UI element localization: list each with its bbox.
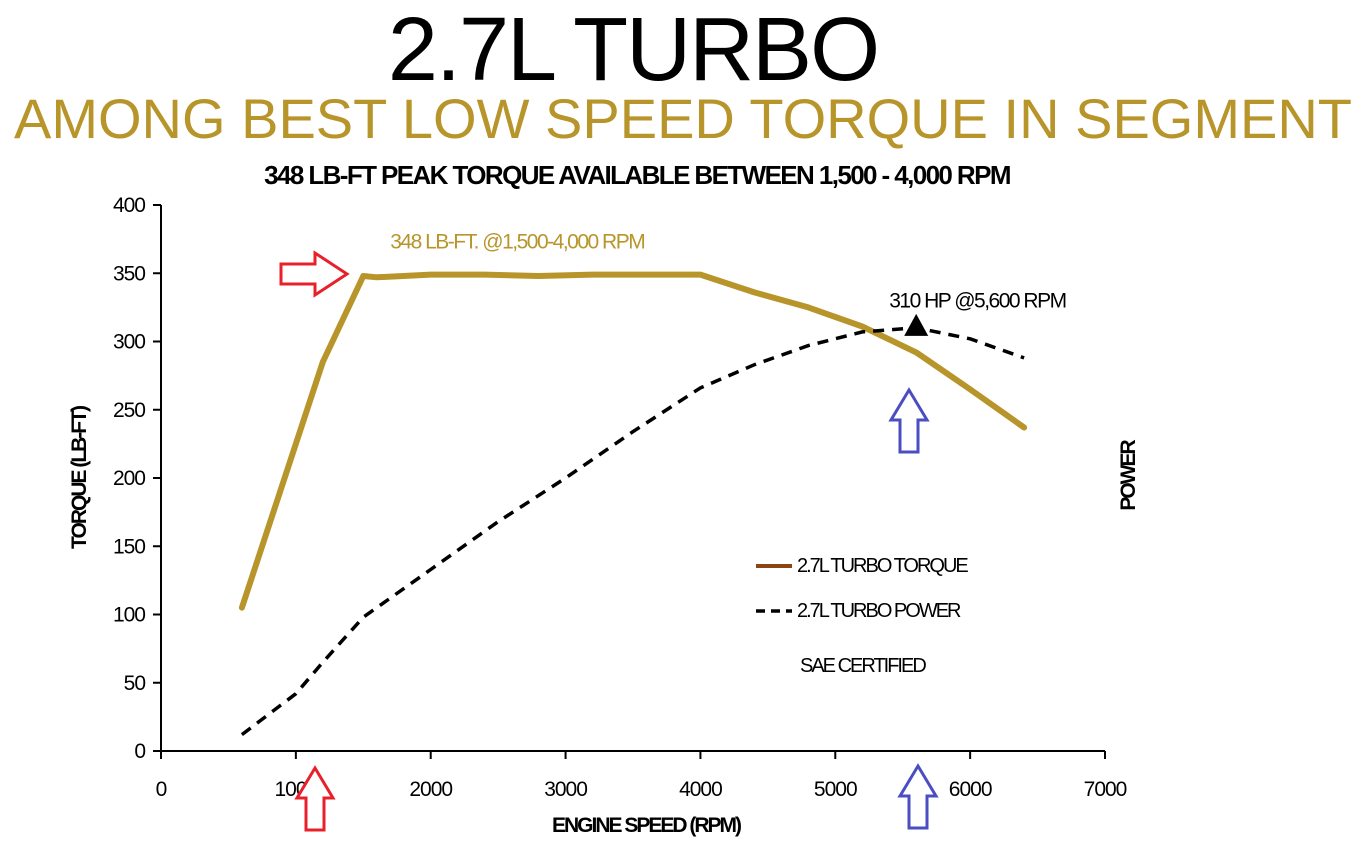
y-tick-label: 250: [113, 399, 145, 422]
y-tick-label: 400: [113, 194, 145, 217]
chart-axes: 0 1000 2000 3000 4000 5000 6000 700005010015020…: [68, 194, 1140, 837]
legend-power-label: 2.7L TURBO POWER: [797, 600, 961, 622]
red-arrow-low-rpm-icon: [294, 765, 336, 832]
y-tick-label: 100: [113, 604, 145, 627]
power-series-line: [240, 326, 1025, 736]
blue-arrow-peak-power-icon: [888, 387, 930, 454]
x-tick-label: 5000: [814, 778, 857, 801]
torque-series-line: [238, 271, 1028, 611]
sae-certified-note: SAE CERTIFIED: [800, 655, 926, 677]
y-tick-label: 0: [134, 740, 145, 763]
chart-heading: 348 LB-FT PEAK TORQUE AVAILABLE BETWEEN …: [264, 160, 1011, 190]
torque-peak-annotation: 348 LB-FT. @1,500-4,000 RPM: [390, 231, 644, 254]
x-tick-label: 4000: [679, 778, 722, 801]
blue-arrow-high-rpm-icon: [897, 763, 939, 830]
peak-power-marker: [904, 313, 929, 336]
y-tick-label: 200: [113, 467, 145, 490]
x-tick-label: 2000: [409, 778, 452, 801]
y-tick-label: 150: [113, 535, 145, 558]
page-subtitle: AMONG BEST LOW SPEED TORQUE IN SEGMENT: [13, 87, 1352, 150]
y-tick-label: 350: [113, 262, 145, 285]
x-tick-label: 6000: [949, 778, 992, 801]
y2-axis-label: POWER: [1117, 440, 1140, 511]
x-tick-label: 3000: [544, 778, 587, 801]
y-tick-label: 300: [113, 331, 145, 354]
y-axis-label: TORQUE (LB-FT): [68, 406, 91, 549]
x-tick-label: 0: [156, 778, 167, 801]
page-title: 2.7L TURBO: [387, 0, 880, 100]
chart-overlay: 348 LB-FT. @1,500-4,000 RPM 310 HP @5,600…: [279, 231, 1067, 832]
power-peak-annotation: 310 HP @5,600 RPM: [889, 289, 1065, 312]
x-tick-label: 7000: [1084, 778, 1127, 801]
legend-torque-label: 2.7L TURBO TORQUE: [797, 555, 968, 577]
red-arrow-peak-torque-icon: [279, 250, 350, 298]
x-axis-label: ENGINE SPEED (RPM): [552, 814, 741, 837]
y-tick-label: 50: [124, 672, 146, 695]
chart-series: [238, 271, 1028, 736]
